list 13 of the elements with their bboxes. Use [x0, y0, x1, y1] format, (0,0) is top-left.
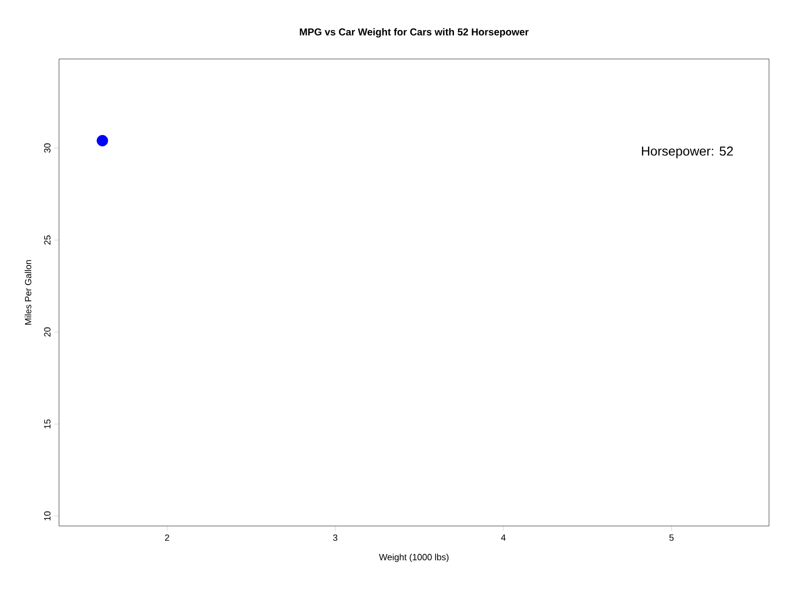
x-tick-label: 4: [501, 534, 506, 541]
y-tick-label: 10: [44, 511, 50, 520]
y-tick-label: 20: [44, 327, 50, 337]
chart-title: MPG vs Car Weight for Cars with 52 Horsepower: [300, 28, 529, 38]
y-tick-label: 25: [44, 235, 50, 245]
x-tick-label: 5: [669, 534, 674, 541]
x-tick-label: 2: [165, 534, 170, 541]
annotation: Horsepower: 52: [642, 146, 733, 158]
x-axis-title: Weight (1000 lbs): [379, 554, 448, 562]
y-axis-title: Miles Per Gallon: [24, 260, 32, 325]
y-tick-label: 30: [44, 143, 50, 153]
y-tick-label: 15: [44, 419, 50, 428]
x-tick-label: 3: [333, 534, 338, 541]
